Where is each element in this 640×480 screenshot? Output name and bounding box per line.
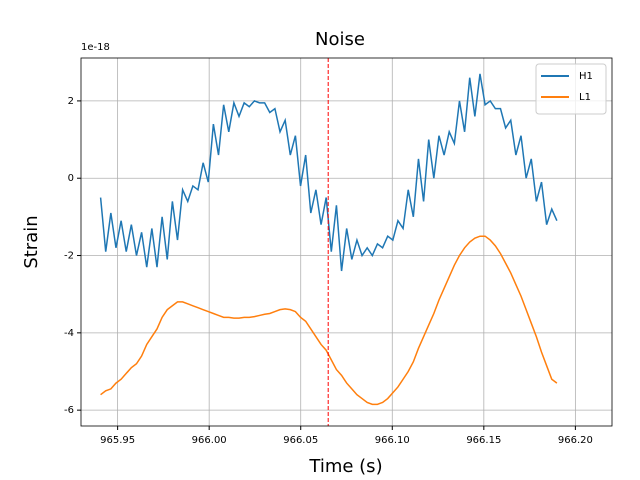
y-tick-label: -2 [64,251,74,262]
legend-label: L1 [579,92,591,103]
y-tick-label: 2 [68,96,74,107]
x-tick-label: 966.15 [466,435,501,446]
y-tick-label: 0 [68,173,74,184]
offset-label: 1e-18 [81,42,110,53]
series-line [99,73,558,272]
x-axis-label: Time (s) [308,456,382,477]
y-axis-label: Strain [21,215,42,268]
chart-title: Noise [315,29,365,50]
legend-box [535,63,607,115]
x-tick-label: 966.00 [192,435,227,446]
axes-frame [80,57,613,427]
x-tick-label: 965.95 [100,435,135,446]
x-tick-label: 966.05 [283,435,318,446]
series-line [100,235,558,406]
x-tick-label: 966.20 [558,435,593,446]
x-tick-label: 966.10 [375,435,410,446]
y-tick-label: -6 [64,405,74,416]
legend-label: H1 [579,71,593,82]
y-tick-label: -4 [64,328,74,339]
